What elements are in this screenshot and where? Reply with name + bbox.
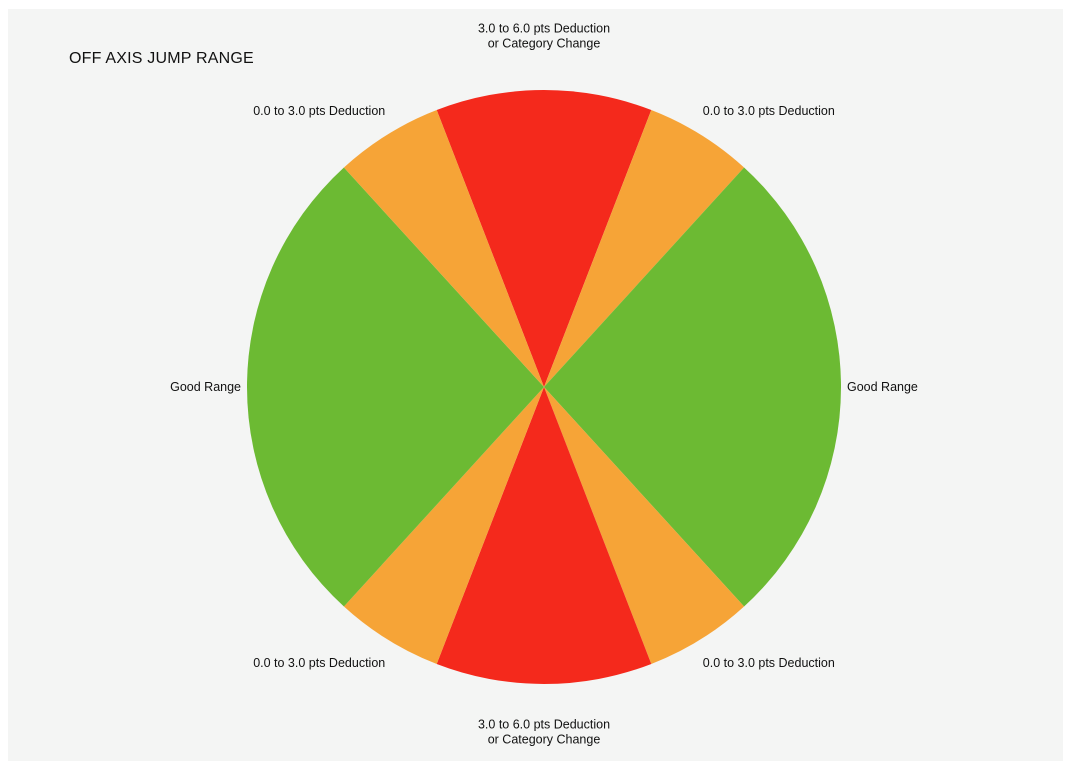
slice-label: 0.0 to 3.0 pts Deduction [253,656,385,670]
slice-label: 0.0 to 3.0 pts Deduction [253,104,385,118]
slice-label: 0.0 to 3.0 pts Deduction [703,656,835,670]
pie-slice [247,167,545,607]
pie-slice [436,387,652,684]
chart-title: OFF AXIS JUMP RANGE [69,50,254,67]
slice-label: Good Range [170,380,241,394]
pie-slice [544,110,745,387]
slice-label: 0.0 to 3.0 pts Deduction [703,104,835,118]
pie-slice [544,167,841,607]
pie-slice [343,387,544,664]
pie-slice [343,110,544,387]
pie-slice [436,90,652,388]
slice-label: 3.0 to 6.0 pts Deduction or Category Chan… [478,718,610,747]
slice-label: Good Range [847,380,918,394]
slice-label: 3.0 to 6.0 pts Deduction or Category Chan… [478,22,610,51]
pie-slice [544,387,745,664]
